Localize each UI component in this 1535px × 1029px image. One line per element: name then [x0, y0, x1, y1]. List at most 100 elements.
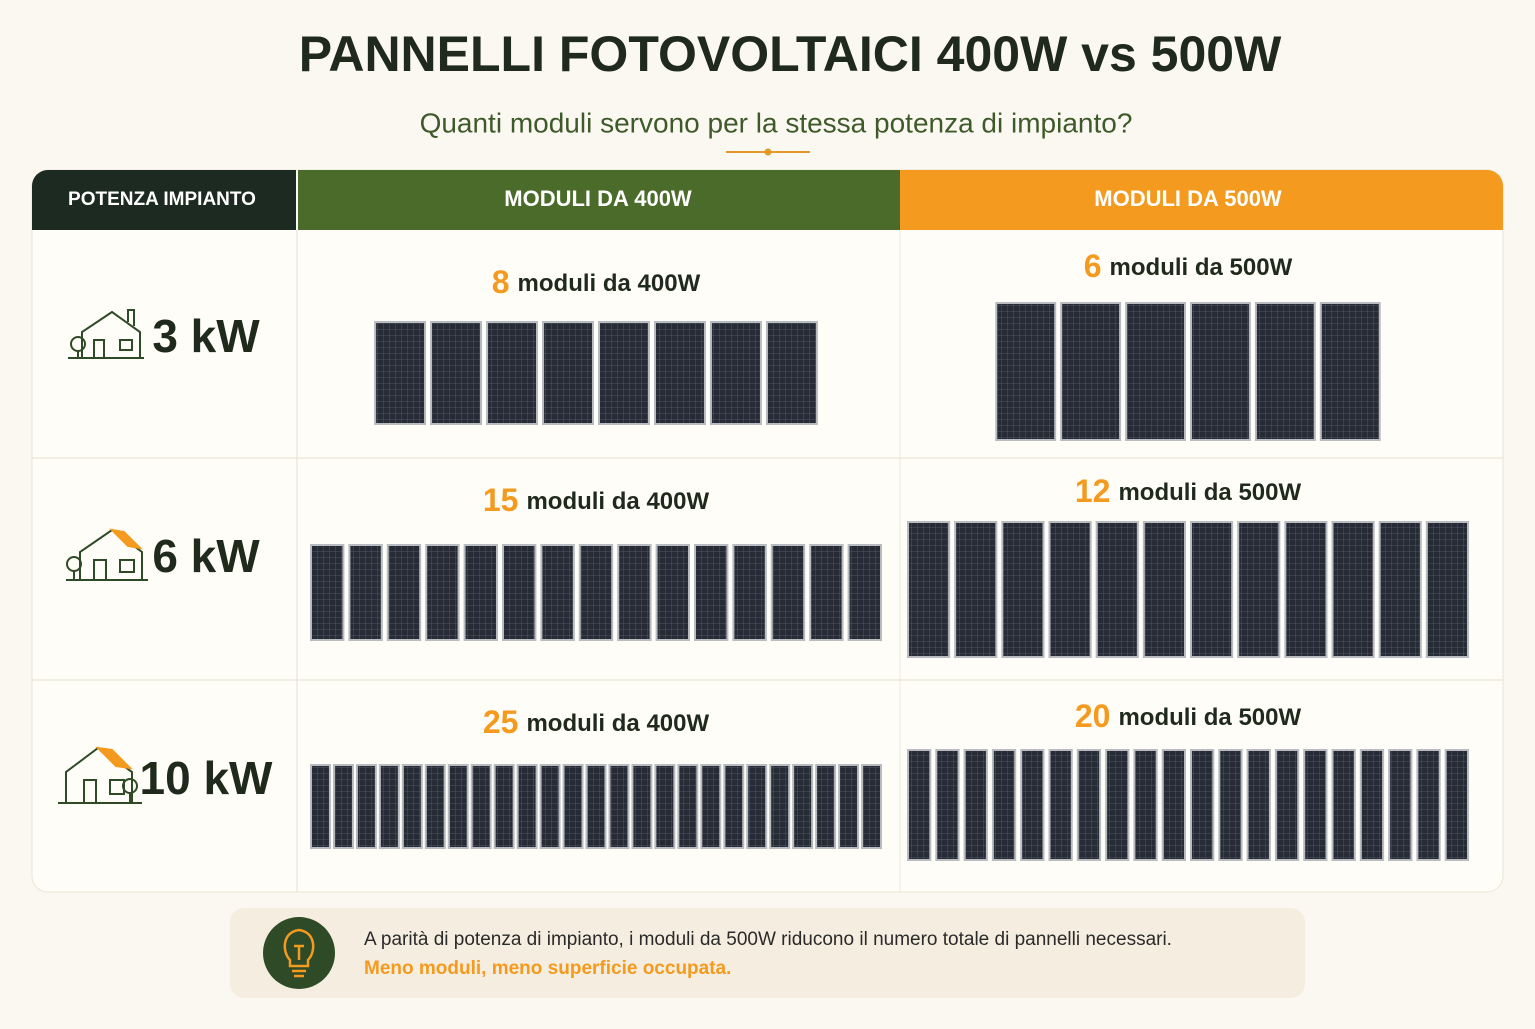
solar-panel	[348, 544, 383, 641]
column-header: POTENZA IMPIANTO	[68, 189, 256, 210]
note-highlight: Meno moduli, meno superficie occupata.	[364, 958, 731, 979]
solar-panel	[540, 544, 575, 641]
solar-panel	[1190, 521, 1234, 658]
solar-panel	[1001, 521, 1045, 658]
module-caption: 15 moduli da 400W	[483, 482, 710, 518]
solar-panel	[655, 544, 690, 641]
solar-panel	[1076, 749, 1102, 861]
solar-panel	[424, 764, 446, 849]
module-label: moduli da 400W	[518, 270, 701, 297]
panel-group	[310, 544, 882, 641]
solar-panel	[694, 544, 729, 641]
module-count: 15	[483, 482, 519, 518]
module-count: 20	[1075, 698, 1111, 734]
solar-panel	[963, 749, 988, 861]
module-caption: 12 moduli da 500W	[1075, 473, 1302, 509]
header-cell	[32, 170, 296, 230]
solar-panel	[1416, 749, 1441, 861]
solar-panel	[815, 764, 837, 849]
module-count: 25	[483, 704, 519, 740]
solar-panel	[1331, 749, 1356, 861]
solar-panel	[732, 544, 767, 641]
power-label: 10 kW	[140, 752, 274, 804]
solar-panel	[1020, 749, 1045, 861]
module-label: moduli da 500W	[1110, 254, 1293, 281]
house-icon	[58, 746, 142, 804]
solar-panel	[493, 764, 515, 849]
solar-panel	[539, 764, 561, 849]
solar-panel	[838, 764, 860, 849]
solar-panel	[1161, 749, 1186, 861]
solar-panel	[378, 764, 400, 849]
solar-panel	[847, 544, 882, 641]
solar-panel	[401, 764, 423, 849]
solar-panel	[792, 764, 814, 849]
solar-panel	[608, 764, 630, 849]
lightbulb-icon	[283, 928, 315, 978]
module-count: 12	[1075, 473, 1111, 509]
solar-panel	[516, 764, 538, 849]
header-cell	[900, 170, 1503, 230]
solar-panel	[310, 544, 345, 641]
solar-panel	[700, 764, 722, 849]
solar-panel	[1218, 749, 1243, 861]
solar-panel	[991, 749, 1017, 861]
solar-panel	[907, 749, 932, 861]
power-label: 6 kW	[152, 530, 260, 582]
solar-panel	[1359, 749, 1385, 861]
solar-panel	[1425, 521, 1470, 658]
solar-panel	[1254, 302, 1316, 441]
solar-panel	[486, 321, 539, 425]
solar-panel	[1246, 749, 1271, 861]
solar-panel	[1048, 521, 1092, 658]
solar-panel	[935, 749, 960, 861]
solar-panel	[995, 302, 1057, 441]
solar-panel	[1125, 302, 1186, 441]
solar-panel	[598, 321, 650, 425]
solar-panel	[470, 764, 492, 849]
solar-panel	[617, 544, 652, 641]
column-header: MODULI DA 400W	[504, 186, 692, 211]
solar-panel	[653, 321, 706, 425]
panel-group	[310, 764, 882, 849]
house-icon	[66, 528, 148, 581]
solar-panel	[861, 764, 882, 849]
solar-panel	[1388, 749, 1413, 861]
solar-panel	[447, 764, 469, 849]
solar-panel	[769, 764, 791, 849]
module-caption: 20 moduli da 500W	[1075, 698, 1302, 734]
module-label: moduli da 500W	[1118, 704, 1301, 731]
module-caption: 25 moduli da 400W	[483, 704, 710, 740]
module-count: 6	[1084, 248, 1102, 284]
solar-panel	[954, 521, 998, 658]
solar-panel	[585, 764, 607, 849]
panel-group	[995, 302, 1381, 441]
solar-panel	[1190, 749, 1215, 861]
solar-panel	[1284, 521, 1328, 658]
module-label: moduli da 400W	[526, 488, 709, 515]
solar-panel	[386, 544, 422, 641]
solar-panel	[374, 321, 427, 425]
panel-group	[907, 521, 1470, 658]
solar-panel	[1060, 302, 1122, 441]
solar-panel	[1303, 749, 1328, 861]
solar-panel	[542, 321, 595, 425]
module-count: 8	[492, 264, 510, 300]
house-icon	[68, 309, 144, 359]
solar-panel	[1378, 521, 1422, 658]
solar-panel	[631, 764, 653, 849]
header-cell	[298, 170, 900, 230]
solar-panel	[746, 764, 768, 849]
solar-panel	[1331, 521, 1375, 658]
solar-panel	[310, 764, 331, 849]
panel-group	[907, 749, 1469, 861]
solar-panel	[1105, 749, 1130, 861]
solar-panel	[1048, 749, 1073, 861]
solar-panel	[1190, 302, 1251, 441]
solar-panel	[770, 544, 806, 641]
solar-panel	[355, 764, 377, 849]
power-label: 3 kW	[152, 310, 260, 362]
module-label: moduli da 400W	[526, 710, 709, 737]
solar-panel	[463, 544, 499, 641]
